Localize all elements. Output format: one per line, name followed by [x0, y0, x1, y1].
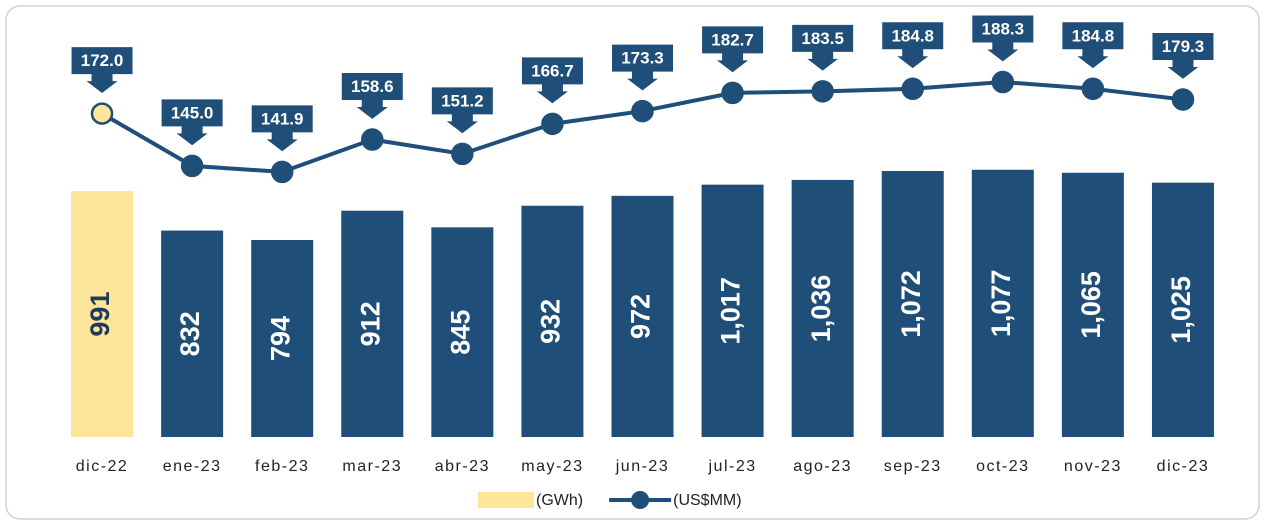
bar-value-label: 1,036: [806, 275, 836, 343]
x-tick-label: nov-23: [1064, 458, 1122, 475]
bar-value-label: 991: [85, 292, 115, 337]
legend-marker: [631, 491, 650, 509]
line-marker: [901, 77, 924, 101]
line-value-label: 158.6: [351, 77, 394, 96]
bar: [701, 184, 764, 437]
x-tick-label: ago-23: [793, 458, 852, 475]
bar-value-label: 972: [626, 294, 656, 339]
callout: [520, 56, 584, 105]
line-value-label: 141.9: [261, 109, 304, 128]
bar-value-label: 1,065: [1076, 271, 1106, 339]
callout: [340, 72, 404, 121]
bar-value-label: 1,072: [896, 270, 926, 338]
bar: [341, 210, 404, 437]
x-tick-label: oct-23: [976, 458, 1029, 475]
line-marker: [361, 128, 384, 151]
line-marker: [270, 160, 294, 184]
line-marker: [811, 80, 834, 103]
line-marker: [631, 99, 654, 123]
bar-value-label: 1,025: [1166, 276, 1196, 344]
line-value-label: 182.7: [711, 30, 754, 49]
bar-value-label: 912: [355, 301, 385, 346]
bar: [251, 239, 314, 437]
bar: [161, 230, 224, 437]
callout: [430, 86, 494, 135]
callout: [971, 14, 1035, 63]
line-value-label: 145.0: [171, 103, 214, 122]
x-tick-label: jun-23: [615, 458, 669, 475]
line-value-label: 184.8: [891, 26, 934, 45]
x-tick-label: mar-23: [342, 458, 402, 475]
legend-label: (US$MM): [673, 492, 741, 509]
x-tick-label: ene-23: [163, 458, 222, 475]
line-marker: [991, 70, 1015, 94]
callout: [881, 21, 945, 70]
x-tick-label: dic-23: [1157, 458, 1210, 475]
line-value-label: 188.3: [982, 20, 1025, 39]
callout: [160, 98, 224, 147]
x-tick-label: dic-22: [76, 458, 129, 475]
bar-value-label: 845: [445, 310, 475, 355]
callout: [70, 46, 134, 95]
line-value-label: 184.8: [1072, 26, 1115, 45]
callout: [611, 43, 674, 92]
bar: [971, 169, 1034, 437]
legend-swatch: [478, 492, 534, 508]
bar-value-label: 832: [175, 311, 205, 356]
line-value-label: 179.3: [1162, 37, 1205, 56]
line-marker: [721, 81, 744, 105]
line-marker: [180, 154, 204, 178]
line-marker: [1081, 77, 1105, 101]
bar: [1151, 182, 1214, 437]
x-tick-label: sep-23: [884, 458, 942, 475]
callout: [250, 104, 314, 153]
x-tick-label: jul-23: [708, 458, 757, 475]
bar: [521, 205, 584, 437]
x-tick-label: may-23: [521, 458, 583, 475]
bar-value-label: 794: [265, 316, 295, 361]
legend-label: (GWh): [536, 492, 583, 509]
bar-value-label: 1,077: [986, 270, 1016, 338]
line-value-label: 173.3: [621, 49, 664, 68]
callout: [1061, 21, 1125, 70]
line-marker: [451, 142, 474, 166]
x-tick-label: abr-23: [435, 458, 490, 475]
line-marker: [1171, 88, 1195, 111]
line-marker: [541, 112, 564, 136]
x-tick-label: feb-23: [255, 458, 309, 475]
bar: [611, 195, 674, 437]
line-value-label: 172.0: [81, 51, 124, 70]
bar: [881, 171, 944, 437]
line-marker: [90, 102, 114, 125]
line-value-label: 151.2: [441, 91, 484, 110]
line-value-label: 183.5: [801, 29, 844, 48]
bar: [791, 179, 854, 437]
callout: [701, 25, 765, 74]
bar-value-label: 932: [536, 299, 566, 344]
bar: [1061, 172, 1124, 437]
callout: [1151, 31, 1215, 81]
callout: [791, 23, 855, 72]
bar: [431, 227, 494, 437]
line-value-label: 166.7: [531, 61, 574, 80]
bar-value-label: 1,017: [716, 277, 746, 345]
bar: [71, 191, 134, 437]
